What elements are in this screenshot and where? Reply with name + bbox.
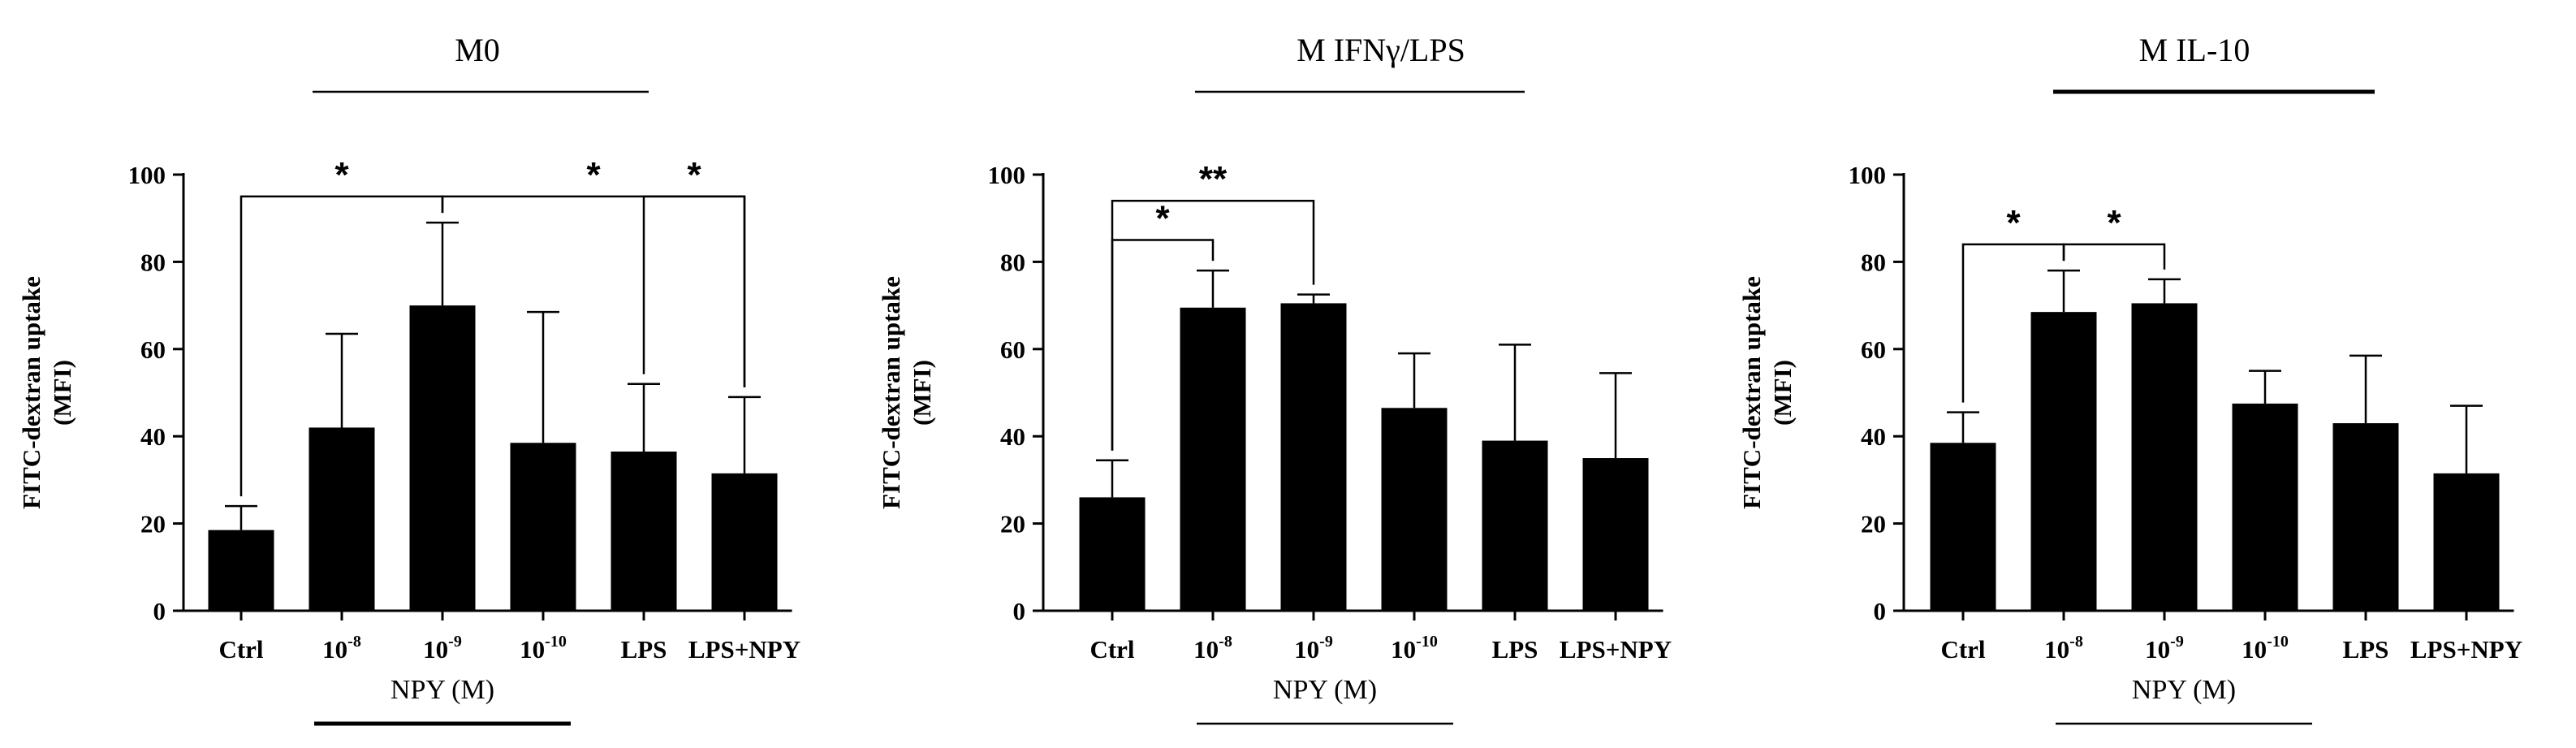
significance-label: ** [1199, 159, 1228, 199]
x-tick-label: 10-9 [423, 633, 462, 664]
bar [409, 305, 476, 611]
y-tick-label: 100 [988, 161, 1026, 189]
y-tick-label: 40 [1000, 422, 1025, 451]
y-tick-label: 60 [1861, 335, 1886, 364]
y-tick-label: 80 [1000, 248, 1025, 276]
x-tick-label: 10-9 [2145, 633, 2184, 664]
y-axis-unit: (MFI) [48, 360, 76, 426]
bar [208, 530, 274, 611]
bar [1180, 307, 1246, 611]
x-tick-label: LPS [2343, 635, 2389, 664]
significance-label: * [586, 155, 601, 195]
chart-panel-3: M IL-10 0 20 40 60 80 100 FITC-dextran uptake (M… [1737, 32, 2522, 725]
x-axis-label: NPY (M) [1273, 675, 1377, 705]
bar [1930, 443, 1996, 611]
x-tick-label: LPS+NPY [688, 635, 800, 664]
panel-title: M IFNγ/LPS [1297, 32, 1465, 68]
bar [711, 473, 778, 611]
x-tick-label: 10-8 [1193, 633, 1232, 664]
y-axis-label: FITC-dextran uptake [17, 276, 45, 509]
significance-label: * [2107, 203, 2121, 243]
y-tick-label: 20 [1000, 510, 1025, 538]
significance-label: * [2006, 203, 2021, 243]
y-tick-label: 0 [1874, 597, 1887, 625]
bar [2131, 303, 2198, 611]
y-tick-label: 60 [1000, 335, 1025, 364]
bar [309, 427, 375, 611]
x-tick-label: Ctrl [1940, 635, 1985, 664]
bar [1280, 303, 1347, 611]
bar [1582, 458, 1649, 611]
panel-title: M0 [455, 32, 500, 68]
x-tick-label: 10-10 [2242, 633, 2289, 664]
bar [2030, 312, 2097, 611]
y-tick-label: 0 [153, 597, 166, 625]
x-tick-label: LPS [621, 635, 667, 664]
significance-label: * [687, 155, 701, 195]
y-axis-label: FITC-dextran uptake [1737, 276, 1766, 509]
chart-panel-1: M0 0 20 40 60 80 100 FITC-dextran uptake (MFI) Ct… [17, 32, 800, 726]
y-tick-label: 0 [1013, 597, 1026, 625]
y-tick-label: 20 [1861, 510, 1886, 538]
x-axis-label: NPY (M) [2132, 675, 2236, 705]
bar [1381, 408, 1448, 611]
chart-panel-2: M IFNγ/LPS 0 20 40 60 80 100 FITC-dextran uptak… [877, 32, 1672, 725]
x-axis-label: NPY (M) [390, 675, 494, 705]
x-tick-label: LPS+NPY [1560, 635, 1672, 664]
significance-bracket [1111, 199, 1315, 451]
x-tick-label: LPS [1492, 635, 1538, 664]
x-tick-label: LPS+NPY [2410, 635, 2522, 664]
significance-bracket [642, 195, 746, 387]
bar [2332, 423, 2399, 611]
bar [2232, 403, 2298, 611]
x-tick-label: 10-9 [1294, 633, 1333, 664]
significance-label: * [334, 155, 349, 195]
y-tick-label: 60 [140, 335, 166, 364]
x-tick-label: 10-10 [520, 633, 567, 664]
bar [1079, 497, 1146, 611]
bar [2433, 473, 2500, 611]
x-tick-label: 10-8 [2044, 633, 2083, 664]
significance-bracket [2062, 243, 2166, 270]
y-axis-label: FITC-dextran uptake [877, 276, 905, 509]
y-tick-label: 80 [140, 248, 166, 276]
y-tick-label: 100 [128, 161, 166, 189]
bar [611, 451, 677, 611]
panel-title: M IL-10 [2139, 32, 2250, 68]
y-tick-label: 80 [1861, 248, 1886, 276]
y-tick-label: 20 [140, 510, 166, 538]
y-axis-unit: (MFI) [908, 360, 936, 426]
bar [1482, 440, 1548, 611]
significance-label: * [1155, 199, 1170, 239]
x-tick-label: Ctrl [218, 635, 263, 664]
x-tick-label: 10-10 [1391, 633, 1438, 664]
y-axis-unit: (MFI) [1768, 360, 1797, 426]
y-tick-label: 100 [1849, 161, 1887, 189]
x-tick-label: 10-8 [322, 633, 361, 664]
bar [510, 443, 576, 611]
significance-bracket [441, 195, 746, 387]
y-tick-label: 40 [1861, 422, 1886, 451]
y-tick-label: 40 [140, 422, 166, 451]
x-tick-label: Ctrl [1090, 635, 1134, 664]
